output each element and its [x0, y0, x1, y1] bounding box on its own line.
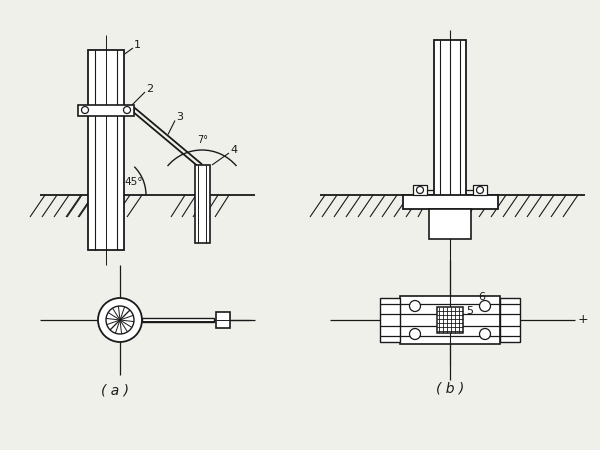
- Bar: [88, 50, 124, 250]
- Circle shape: [409, 328, 421, 339]
- Bar: [194, 165, 209, 243]
- Circle shape: [416, 186, 424, 194]
- Text: 6: 6: [478, 292, 485, 302]
- Bar: [400, 296, 500, 344]
- Bar: [413, 185, 427, 195]
- Text: 3: 3: [176, 112, 183, 122]
- Circle shape: [124, 107, 131, 113]
- Text: 1: 1: [134, 40, 141, 50]
- Bar: [403, 195, 497, 209]
- Circle shape: [476, 186, 484, 194]
- Circle shape: [106, 306, 134, 334]
- Text: +: +: [578, 313, 589, 326]
- Bar: [437, 307, 463, 333]
- Text: 7°: 7°: [197, 135, 208, 145]
- Bar: [78, 104, 134, 116]
- Text: ( a ): ( a ): [101, 384, 129, 398]
- Circle shape: [409, 301, 421, 311]
- Circle shape: [479, 301, 491, 311]
- Bar: [216, 312, 230, 328]
- Text: 5: 5: [466, 306, 473, 316]
- Bar: [500, 298, 520, 342]
- Text: 45°: 45°: [124, 177, 143, 187]
- Text: 2: 2: [146, 84, 153, 94]
- Bar: [434, 40, 466, 220]
- Text: 4: 4: [230, 145, 237, 155]
- Bar: [429, 209, 471, 239]
- Bar: [473, 185, 487, 195]
- Circle shape: [98, 298, 142, 342]
- Bar: [380, 298, 400, 342]
- Bar: [142, 318, 214, 322]
- Text: ( b ): ( b ): [436, 381, 464, 395]
- Circle shape: [479, 328, 491, 339]
- Circle shape: [82, 107, 89, 113]
